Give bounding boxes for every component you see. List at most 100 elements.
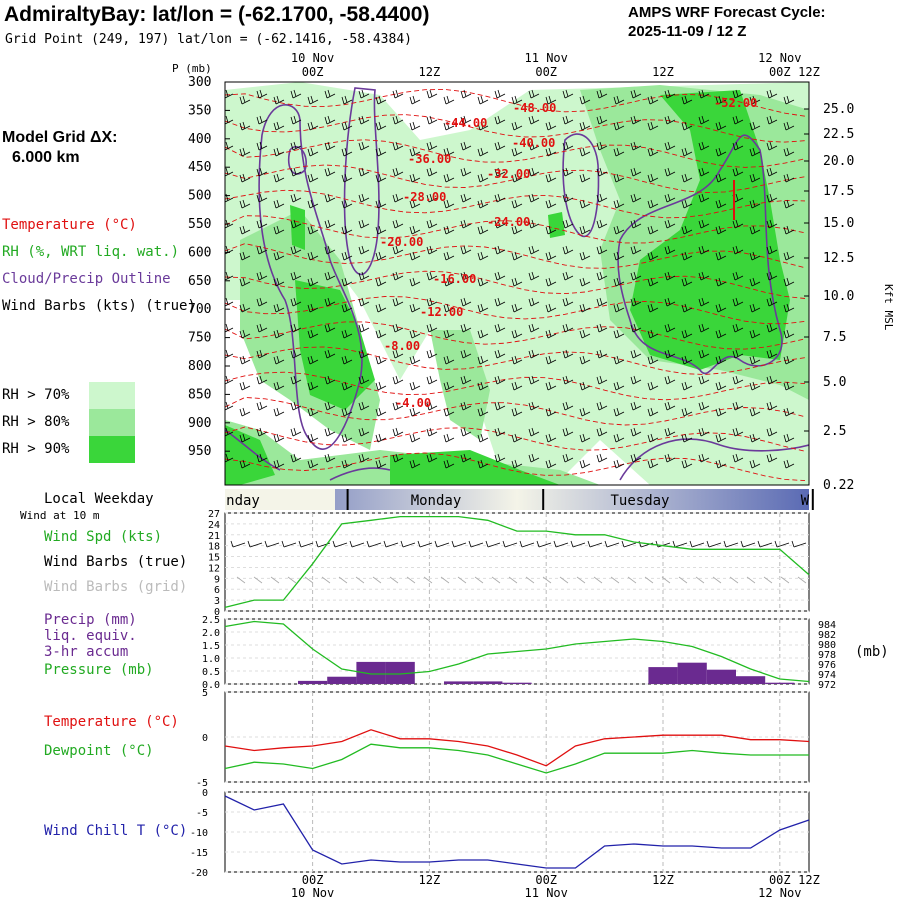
height-tick-label: 22.5: [823, 127, 854, 142]
wind-barb: [749, 199, 761, 209]
bottom-time-label: 12Z: [419, 873, 441, 887]
wind-barb: [392, 167, 404, 177]
wind-barb: [732, 141, 744, 151]
wind-barb: [613, 459, 625, 469]
wind-barb: [545, 199, 557, 209]
wind-barb: [647, 381, 659, 391]
legend-wind-chill: Wind Chill T (°C): [44, 823, 188, 839]
model-grid-label: Model Grid ΔX:: [2, 129, 118, 146]
wind-barb: [613, 381, 625, 391]
wind-barb: [225, 89, 234, 99]
wind-barb: [392, 349, 404, 359]
wind-barb: [511, 407, 523, 417]
precip-bar: [706, 669, 736, 684]
temperature-contour-label: -40.00: [512, 136, 555, 150]
rh80-swatch: [89, 409, 135, 436]
wind-barb: [528, 193, 540, 203]
wind-barb: [766, 167, 778, 177]
wind-barb: [562, 401, 574, 411]
wind-barb: [749, 329, 761, 339]
temperature-contour-line: [225, 89, 806, 117]
wind-barb: [409, 121, 421, 131]
sfc-wind-barb-flag: [383, 540, 387, 548]
wind-barb: [290, 167, 302, 177]
wind-barb: [494, 271, 506, 281]
wind-barb: [528, 401, 540, 411]
top-time-label: 12Z: [419, 65, 441, 79]
wind-barb: [630, 167, 642, 177]
pressure-tick-label: 400: [188, 132, 211, 147]
height-tick-label: 5.0: [823, 375, 846, 390]
precip-bar: [298, 680, 328, 684]
wind-barb: [494, 115, 506, 125]
wind-barb: [562, 167, 574, 177]
grid-wind-barb: [559, 576, 569, 584]
wind-barb: [409, 329, 421, 339]
wind-barb: [579, 459, 591, 469]
wind-barb: [477, 381, 489, 391]
temperature-contour-label: -16.00: [433, 272, 476, 286]
precip-tick: 0.5: [202, 667, 220, 678]
wind-barb: [630, 89, 642, 99]
sfc-wind-barb-flag: [570, 540, 574, 548]
weekday-name: nday: [226, 493, 260, 509]
wind-barb: [528, 271, 540, 281]
wind-barb: [477, 329, 489, 339]
wind-barb: [358, 245, 370, 255]
grid-wind-barb: [491, 576, 501, 584]
wind-barb: [613, 251, 625, 261]
precip-bar: [677, 662, 707, 684]
wind-speed-tick: 0: [214, 607, 220, 618]
sfc-wind-barb-flag: [536, 540, 540, 548]
wind-barb: [460, 375, 472, 385]
sfc-wind-barb: [385, 542, 399, 548]
wind-barb: [613, 277, 625, 287]
wind-barb: [681, 173, 693, 183]
wind-barb: [426, 453, 438, 463]
wind-barb: [511, 225, 523, 235]
grid-wind-barb: [355, 576, 365, 584]
wind-barb: [681, 95, 693, 105]
wind-barb: [341, 173, 353, 183]
top-time-label: 12Z: [652, 65, 674, 79]
sfc-wind-barb-flag: [366, 540, 370, 548]
sfc-wind-barb: [674, 542, 688, 548]
sfc-wind-barb: [419, 542, 433, 548]
wind-barb: [375, 277, 387, 287]
grid-wind-barb: [780, 576, 790, 584]
height-tick-label: 0.22: [823, 478, 854, 493]
wind-barb: [630, 271, 642, 281]
wind-barb: [409, 251, 421, 261]
wind-barb: [273, 355, 285, 365]
cross-section-frame: [224, 81, 810, 486]
sfc-wind-barb-flag: [298, 540, 302, 548]
temperature-contour-label: -20.00: [380, 235, 423, 249]
wind-barb: [494, 427, 506, 437]
bottom-time-label: 12Z: [798, 873, 820, 887]
wind-barb: [681, 303, 693, 313]
wind-barb: [715, 95, 727, 105]
wind-barb: [324, 453, 336, 463]
wind-barb: [426, 349, 438, 359]
wind-barb: [239, 381, 251, 391]
wind-barb: [225, 271, 234, 281]
wind-barb: [664, 219, 676, 229]
wind-barb: [409, 381, 421, 391]
wind-barb: [341, 355, 353, 365]
wind-barb: [579, 199, 591, 209]
wind-barb: [341, 225, 353, 235]
wind-barb: [324, 297, 336, 307]
wind-barb: [766, 89, 778, 99]
wind-barb: [511, 251, 523, 261]
wind-barb: [443, 459, 455, 469]
wind-barb: [630, 141, 642, 151]
wind-barb: [647, 199, 659, 209]
wind-barb: [392, 297, 404, 307]
wind-barb: [528, 323, 540, 333]
wind-barb: [511, 121, 523, 131]
wind-barb: [273, 433, 285, 443]
wind-barb: [579, 303, 591, 313]
wind-barb: [715, 407, 727, 417]
wind-barb: [443, 121, 455, 131]
wind-barb: [766, 245, 778, 255]
